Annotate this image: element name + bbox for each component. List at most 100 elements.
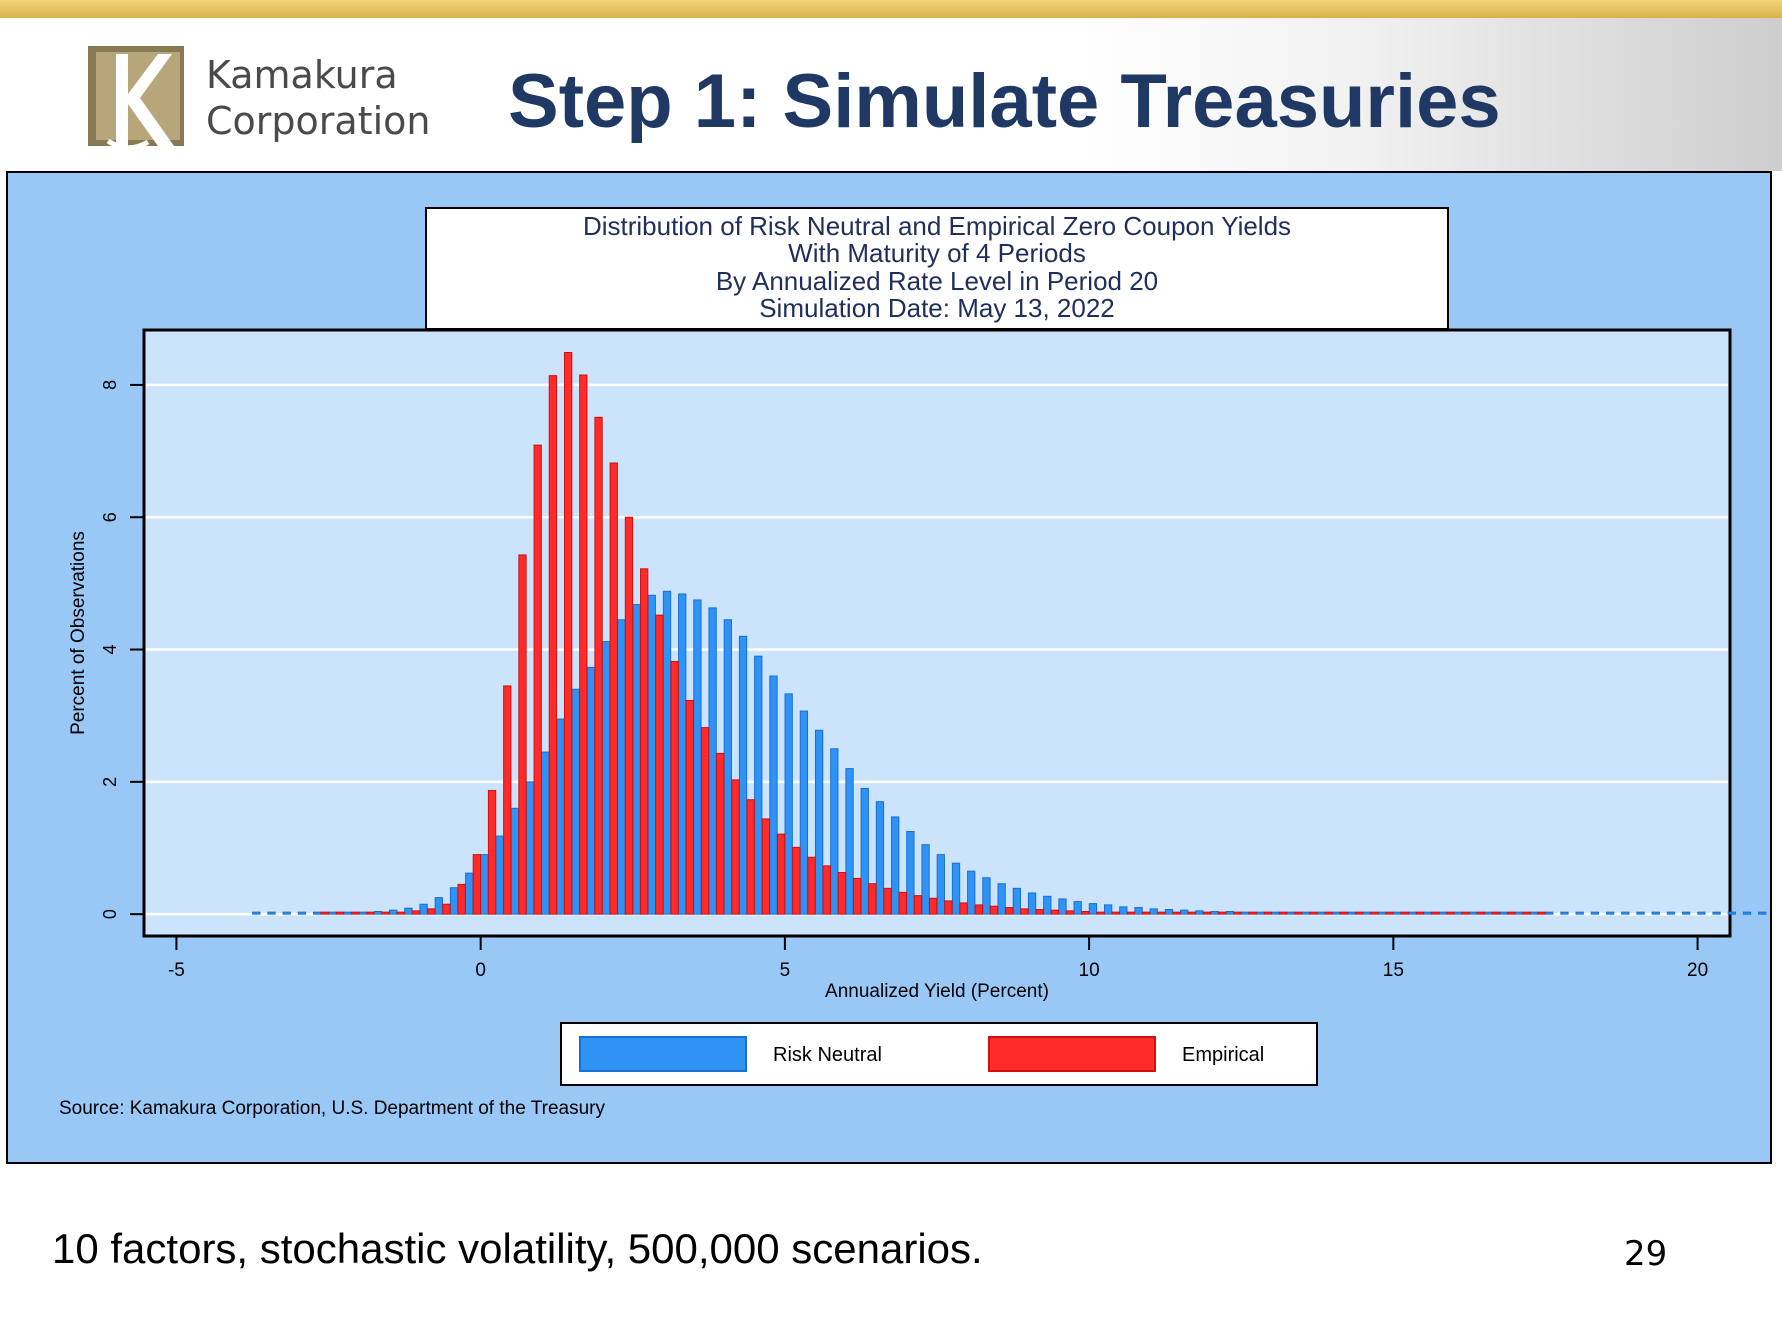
bar-empirical bbox=[1263, 911, 1273, 915]
bar-risk-neutral bbox=[738, 635, 748, 915]
chart-title-box bbox=[425, 207, 1449, 330]
bar-empirical bbox=[731, 779, 740, 915]
bar-risk-neutral bbox=[1392, 911, 1402, 915]
bar-risk-neutral bbox=[571, 688, 580, 915]
bar-risk-neutral bbox=[1758, 911, 1767, 915]
bar-empirical bbox=[883, 887, 892, 915]
bar-risk-neutral bbox=[982, 877, 991, 915]
bar-risk-neutral bbox=[1514, 911, 1523, 915]
bar-risk-neutral bbox=[1271, 911, 1280, 915]
legend-swatch-risk-neutral bbox=[579, 1036, 747, 1072]
bar-empirical bbox=[1035, 909, 1044, 915]
bar-empirical bbox=[548, 375, 558, 915]
bar-risk-neutral bbox=[754, 655, 763, 915]
bar-empirical bbox=[807, 856, 816, 915]
bar-risk-neutral bbox=[1408, 911, 1417, 915]
y-tick-label: 8 bbox=[100, 380, 120, 390]
bar-risk-neutral bbox=[556, 718, 565, 915]
x-tick-label: 5 bbox=[780, 960, 791, 981]
bar-empirical bbox=[1081, 911, 1090, 915]
bar-risk-neutral bbox=[358, 911, 367, 915]
bar-empirical bbox=[1202, 911, 1212, 915]
x-tick-label: 10 bbox=[1079, 960, 1100, 981]
bar-empirical bbox=[594, 416, 603, 915]
bar-empirical bbox=[1218, 911, 1227, 915]
bar-risk-neutral bbox=[328, 911, 337, 915]
bar-risk-neutral bbox=[1210, 911, 1219, 915]
x-axis-label: Annualized Yield (Percent) bbox=[825, 981, 1049, 1002]
bar-empirical bbox=[1324, 911, 1333, 915]
bar-risk-neutral bbox=[678, 593, 687, 915]
x-tick-label: -5 bbox=[168, 960, 185, 981]
bar-risk-neutral bbox=[617, 619, 626, 915]
y-tick-label: 6 bbox=[100, 512, 120, 522]
bar-empirical bbox=[1431, 911, 1440, 915]
bar-empirical bbox=[1005, 907, 1014, 915]
bar-empirical bbox=[1339, 911, 1349, 915]
bar-risk-neutral bbox=[541, 751, 550, 915]
bar-empirical bbox=[761, 818, 771, 915]
bar-risk-neutral bbox=[1225, 911, 1234, 915]
bar-empirical bbox=[366, 911, 375, 915]
bar-risk-neutral bbox=[343, 911, 352, 915]
bar-risk-neutral bbox=[510, 807, 520, 915]
bar-risk-neutral bbox=[799, 710, 809, 915]
bar-risk-neutral bbox=[480, 854, 489, 915]
bar-risk-neutral bbox=[1088, 903, 1098, 915]
bar-risk-neutral bbox=[1682, 911, 1691, 915]
bar-empirical bbox=[898, 891, 907, 915]
bar-risk-neutral bbox=[1697, 911, 1706, 915]
bar-risk-neutral bbox=[1499, 911, 1508, 915]
bar-risk-neutral bbox=[845, 768, 854, 915]
bar-risk-neutral bbox=[404, 907, 413, 915]
bar-empirical bbox=[1050, 909, 1060, 915]
bar-risk-neutral bbox=[1286, 911, 1295, 915]
bar-risk-neutral bbox=[1545, 911, 1554, 915]
slide-title: Step 1: Simulate Treasuries bbox=[508, 59, 1501, 144]
chart-title-line-4: Simulation Date: May 13, 2022 bbox=[759, 293, 1115, 323]
chart-source-note: Source: Kamakura Corporation, U.S. Depar… bbox=[59, 1098, 605, 1119]
bar-empirical bbox=[1172, 911, 1181, 915]
bar-risk-neutral bbox=[662, 590, 672, 915]
bar-empirical bbox=[624, 516, 634, 915]
bar-risk-neutral bbox=[495, 835, 504, 915]
histogram-chart: Distribution of Risk Neutral and Empiric… bbox=[59, 207, 1767, 1119]
bar-empirical bbox=[320, 911, 329, 915]
bar-risk-neutral bbox=[723, 619, 732, 915]
bar-risk-neutral bbox=[1666, 911, 1676, 915]
bar-risk-neutral bbox=[1377, 911, 1387, 915]
bar-risk-neutral bbox=[693, 599, 702, 915]
bar-empirical bbox=[411, 910, 421, 915]
y-axis-label: Percent of Observations bbox=[68, 531, 89, 735]
bar-empirical bbox=[563, 352, 573, 915]
bar-risk-neutral bbox=[525, 781, 535, 915]
bar-risk-neutral bbox=[1651, 911, 1660, 915]
bar-risk-neutral bbox=[1469, 911, 1478, 915]
bar-empirical bbox=[1111, 911, 1120, 915]
bar-risk-neutral bbox=[297, 911, 307, 915]
bar-empirical bbox=[442, 903, 451, 915]
bar-risk-neutral bbox=[252, 911, 261, 915]
bar-risk-neutral bbox=[860, 787, 869, 915]
bar-empirical bbox=[1522, 911, 1531, 915]
bar-risk-neutral bbox=[1636, 911, 1645, 915]
bar-risk-neutral bbox=[769, 675, 778, 915]
chart-title-line-1: Distribution of Risk Neutral and Empiric… bbox=[583, 211, 1291, 241]
bar-empirical bbox=[503, 685, 512, 915]
bar-risk-neutral bbox=[601, 641, 611, 915]
bar-empirical bbox=[792, 846, 801, 915]
plot-area bbox=[142, 328, 1732, 938]
bar-empirical bbox=[351, 911, 360, 915]
bar-empirical bbox=[944, 900, 953, 915]
bar-empirical bbox=[852, 877, 862, 915]
bar-empirical bbox=[929, 897, 938, 915]
bar-risk-neutral bbox=[465, 872, 474, 915]
bar-risk-neutral bbox=[814, 729, 824, 915]
bar-empirical bbox=[427, 908, 436, 915]
bars-group bbox=[252, 352, 1767, 915]
bar-empirical bbox=[1507, 911, 1516, 915]
bar-risk-neutral bbox=[875, 801, 885, 915]
y-tick-label: 4 bbox=[100, 645, 120, 655]
bar-empirical bbox=[335, 911, 345, 915]
bar-empirical bbox=[1370, 911, 1379, 915]
